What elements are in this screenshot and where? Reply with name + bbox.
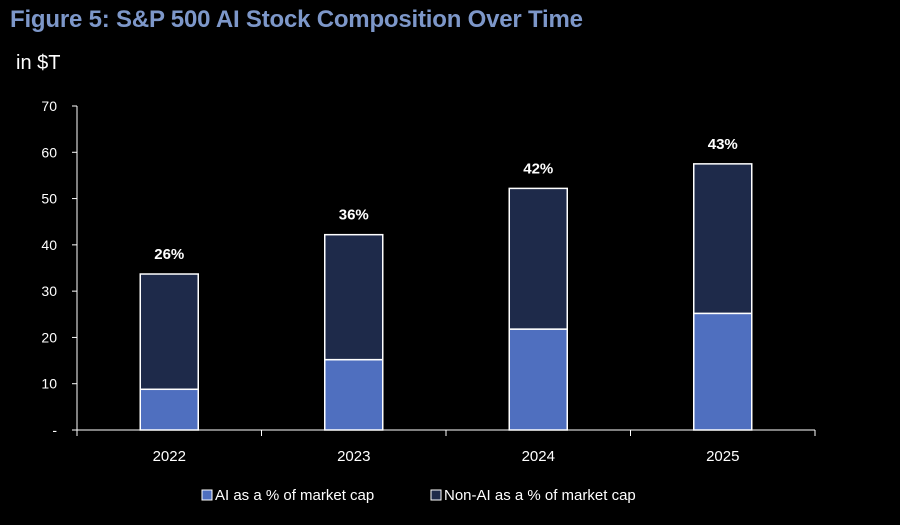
x-tick-label: 2023 <box>337 448 370 465</box>
legend-item-non-ai: Non-AI as a % of market cap <box>430 487 636 504</box>
bar-percent-label: 36% <box>339 207 369 224</box>
chart-title: Figure 5: S&P 500 AI Stock Composition O… <box>10 6 583 33</box>
bar-non-ai-segment <box>508 187 568 330</box>
y-tick-label: - <box>52 422 57 438</box>
y-tick-label: 20 <box>41 329 57 345</box>
bar-ai-segment <box>139 388 199 431</box>
y-tick-label: 60 <box>41 144 57 160</box>
y-tick-label: 70 <box>41 98 57 114</box>
y-axis: - 10 20 30 40 50 60 70 <box>41 98 78 438</box>
unit-label: in $T <box>16 52 61 74</box>
bar-percent-label: 42% <box>523 160 553 177</box>
y-tick-label: 50 <box>41 191 57 207</box>
bar-percent-label: 43% <box>708 136 738 153</box>
legend-item-ai: AI as a % of market cap <box>201 487 374 504</box>
data-labels: 26% 36% 42% 43% <box>154 136 738 263</box>
bar-non-ai-segment <box>693 163 753 315</box>
x-tick-label: 2022 <box>153 448 186 465</box>
x-tick-label: 2024 <box>522 448 555 465</box>
legend: AI as a % of market cap Non-AI as a % of … <box>201 487 636 504</box>
bars <box>139 163 753 431</box>
bar-non-ai-segment <box>324 233 384 361</box>
y-tick-label: 10 <box>41 376 57 392</box>
x-tick-label: 2025 <box>706 448 739 465</box>
x-axis: 2022 2023 2024 2025 <box>76 429 816 465</box>
bar-non-ai-segment <box>139 273 199 391</box>
legend-swatch <box>201 489 213 501</box>
legend-label: Non-AI as a % of market cap <box>444 487 636 504</box>
legend-label: AI as a % of market cap <box>215 487 374 504</box>
bar-ai-segment <box>324 358 384 431</box>
bar-percent-label: 26% <box>154 246 184 263</box>
legend-swatch <box>430 489 442 501</box>
bar-ai-segment <box>508 328 568 431</box>
y-tick-label: 40 <box>41 237 57 253</box>
y-tick-label: 30 <box>41 283 57 299</box>
bar-ai-segment <box>693 312 753 431</box>
